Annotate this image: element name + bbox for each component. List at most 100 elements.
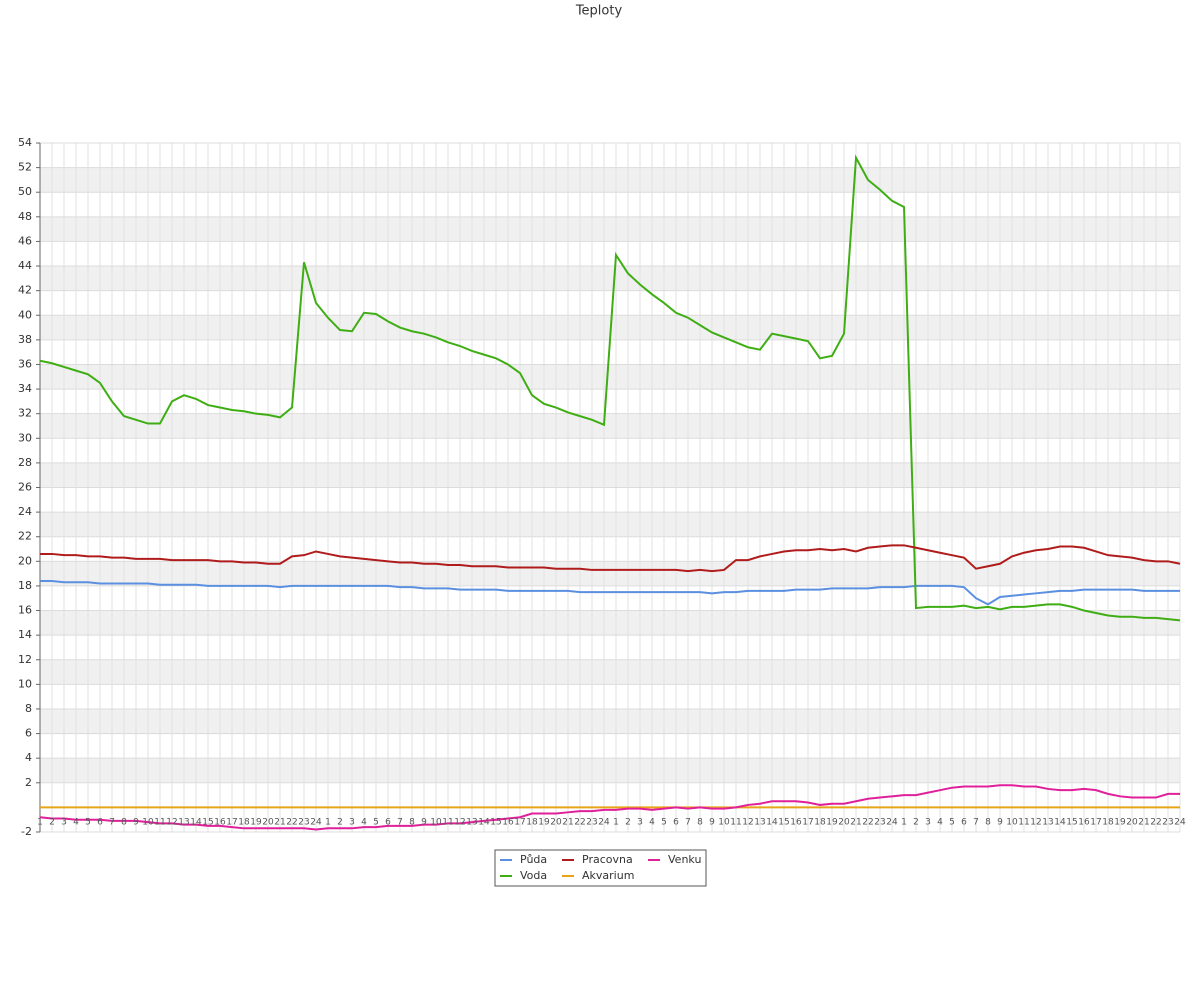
- x-tick-label: 1: [37, 818, 43, 828]
- legend-box: [494, 849, 707, 887]
- x-tick-label: 7: [109, 818, 115, 828]
- grid-band: [40, 266, 1180, 291]
- y-tick-label: 8: [25, 702, 32, 715]
- chart-title: Teploty: [575, 4, 623, 19]
- series-line: [40, 544, 1181, 573]
- x-tick-label: 19: [538, 818, 550, 828]
- x-tick-label: 19: [826, 818, 838, 828]
- grid-band: [40, 758, 1180, 783]
- x-tick-label: 9: [133, 818, 139, 828]
- series-line: [39, 784, 1180, 831]
- x-tick-label: 16: [1078, 818, 1090, 828]
- grid-band: [40, 561, 1180, 586]
- x-tick-label: 2: [913, 818, 919, 828]
- x-tick-label: 5: [949, 818, 955, 828]
- y-tick-label: 14: [18, 628, 32, 641]
- x-tick-label: 3: [925, 818, 931, 828]
- y-tick-label: 38: [18, 333, 32, 346]
- x-tick-label: 12: [742, 818, 753, 828]
- x-tick-label: 8: [697, 818, 703, 828]
- x-tick-label: 24: [886, 818, 898, 828]
- x-tick-label: 7: [973, 818, 979, 828]
- x-tick-label: 14: [478, 818, 490, 828]
- x-tick-label: 21: [274, 818, 285, 828]
- x-tick-label: 21: [1138, 818, 1149, 828]
- x-tick-label: 16: [790, 818, 802, 828]
- x-tick-label: 14: [190, 818, 202, 828]
- x-tick-label: 9: [421, 818, 427, 828]
- series-line: [39, 154, 1181, 622]
- y-tick-label: 16: [18, 604, 32, 617]
- x-tick-label: 19: [250, 818, 262, 828]
- x-tick-label: 24: [310, 818, 322, 828]
- x-tick-label: 6: [961, 818, 967, 828]
- x-tick-label: 1: [613, 818, 619, 828]
- x-tick-label: 11: [154, 818, 165, 828]
- x-tick-label: 24: [1174, 818, 1186, 828]
- x-tick-label: 18: [238, 818, 250, 828]
- x-tick-label: 15: [1066, 818, 1077, 828]
- x-tick-label: 11: [442, 818, 453, 828]
- x-tick-label: 17: [1090, 818, 1101, 828]
- x-tick-label: 20: [262, 818, 274, 828]
- y-tick-label: 20: [18, 554, 32, 567]
- grid-band: [40, 462, 1180, 488]
- x-tick-label: 23: [874, 818, 885, 828]
- y-tick-label: 2: [25, 776, 32, 789]
- x-tick-label: 20: [1126, 818, 1138, 828]
- x-tick-label: 17: [514, 818, 525, 828]
- x-tick-label: 8: [409, 818, 415, 828]
- x-tick-label: 10: [1006, 818, 1018, 828]
- grid-band: [40, 512, 1180, 537]
- x-tick-label: 4: [73, 818, 79, 828]
- y-tick-label: 40: [18, 308, 32, 321]
- x-tick-label: 16: [214, 818, 226, 828]
- grid-band: [40, 413, 1180, 439]
- x-tick-label: 3: [349, 818, 355, 828]
- x-tick-label: 23: [1162, 818, 1173, 828]
- x-tick-label: 17: [226, 818, 237, 828]
- x-tick-label: 1: [325, 818, 331, 828]
- y-tick-label: 22: [18, 530, 32, 543]
- y-tick-label: 10: [18, 677, 32, 690]
- x-tick-label: 24: [598, 818, 610, 828]
- x-tick-label: 13: [754, 818, 765, 828]
- x-tick-label: 5: [661, 818, 667, 828]
- x-tick-label: 15: [490, 818, 501, 828]
- x-tick-label: 22: [574, 818, 585, 828]
- x-tick-label: 2: [625, 818, 631, 828]
- x-tick-label: 4: [361, 818, 367, 828]
- x-tick-label: 8: [985, 818, 991, 828]
- y-tick-label: 32: [18, 407, 32, 420]
- x-tick-label: 10: [430, 818, 442, 828]
- y-tick-label: 12: [18, 653, 32, 666]
- x-tick-label: 18: [814, 818, 826, 828]
- x-tick-label: 7: [685, 818, 691, 828]
- y-tick-label: 50: [18, 185, 32, 198]
- legend-label: Pracovna: [582, 853, 633, 866]
- y-tick-label: 24: [18, 505, 32, 518]
- y-tick-label: 36: [18, 357, 32, 370]
- x-tick-label: 4: [649, 818, 655, 828]
- y-tick-label: 26: [18, 481, 32, 494]
- x-tick-label: 7: [397, 818, 403, 828]
- x-tick-label: 10: [718, 818, 730, 828]
- x-tick-label: 13: [178, 818, 189, 828]
- y-tick-label: 18: [18, 579, 32, 592]
- legend-label: Půda: [520, 853, 547, 866]
- x-tick-label: 13: [1042, 818, 1053, 828]
- x-tick-label: 5: [85, 818, 91, 828]
- grid-band: [40, 167, 1180, 193]
- x-tick-label: 8: [121, 818, 127, 828]
- series-line: [40, 580, 1180, 606]
- y-tick-label: 46: [18, 234, 32, 247]
- x-tick-label: 12: [454, 818, 465, 828]
- x-tick-label: 3: [637, 818, 643, 828]
- x-tick-label: 18: [1102, 818, 1114, 828]
- y-tick-label: 54: [18, 136, 32, 149]
- x-tick-label: 21: [562, 818, 573, 828]
- x-tick-label: 19: [1114, 818, 1126, 828]
- x-tick-label: 15: [778, 818, 789, 828]
- x-tick-label: 15: [202, 818, 213, 828]
